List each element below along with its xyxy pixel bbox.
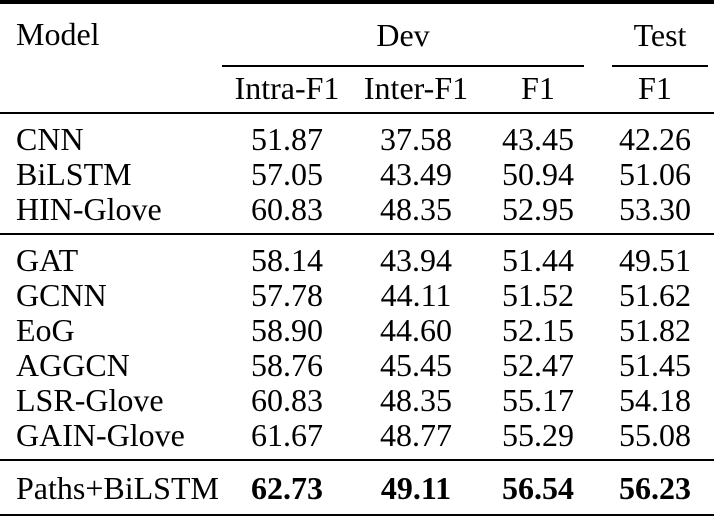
value-cell: 61.67 bbox=[251, 417, 323, 453]
value-cell: 51.45 bbox=[619, 347, 692, 383]
value-cell: 44.11 bbox=[380, 277, 452, 313]
table-row: LSR-Glove 60.83 48.35 55.17 54.18 bbox=[0, 383, 714, 418]
group-baseline-models: CNN 51.87 37.58 43.45 42.26 BiLSTM 57.05… bbox=[0, 113, 714, 234]
table-row: AGGCN 58.76 45.45 52.47 51.45 bbox=[0, 348, 714, 383]
value-cell: 44.60 bbox=[380, 312, 452, 348]
model-cell: AGGCN bbox=[16, 347, 130, 383]
value-cell: 55.08 bbox=[619, 417, 692, 453]
value-cell: 52.95 bbox=[502, 191, 574, 227]
table-row: Paths+BiLSTM 62.73 49.11 56.54 56.23 bbox=[0, 460, 714, 514]
model-cell: CNN bbox=[16, 121, 84, 157]
column-header-inter-f1: Inter-F1 bbox=[352, 67, 480, 114]
value-cell: 51.44 bbox=[502, 242, 574, 278]
value-cell: 48.77 bbox=[380, 417, 452, 453]
table-row: HIN-Glove 60.83 48.35 52.95 53.30 bbox=[0, 192, 714, 234]
value-cell: 49.51 bbox=[619, 242, 692, 278]
column-header-intra-f1: Intra-F1 bbox=[222, 67, 352, 114]
value-cell: 54.18 bbox=[619, 382, 692, 418]
value-cell: 43.45 bbox=[502, 121, 574, 157]
value-cell: 60.83 bbox=[251, 191, 323, 227]
value-cell: 52.15 bbox=[502, 312, 574, 348]
value-cell: 56.23 bbox=[619, 470, 692, 506]
value-cell: 51.06 bbox=[619, 156, 692, 192]
model-cell: LSR-Glove bbox=[16, 382, 164, 418]
model-cell: HIN-Glove bbox=[16, 191, 162, 227]
value-cell: 62.73 bbox=[251, 470, 323, 506]
value-cell: 51.82 bbox=[619, 312, 692, 348]
value-cell: 55.29 bbox=[502, 417, 574, 453]
value-cell: 43.94 bbox=[380, 242, 452, 278]
value-cell: 53.30 bbox=[619, 191, 692, 227]
value-cell: 50.94 bbox=[502, 156, 574, 192]
table-row: BiLSTM 57.05 43.49 50.94 51.06 bbox=[0, 157, 714, 192]
model-cell: Paths+BiLSTM bbox=[16, 470, 219, 506]
value-cell: 51.87 bbox=[251, 121, 323, 157]
value-cell: 60.83 bbox=[251, 382, 323, 418]
value-cell: 51.52 bbox=[502, 277, 574, 313]
model-cell: EoG bbox=[16, 312, 75, 348]
value-cell: 56.54 bbox=[502, 470, 574, 506]
test-group-label: Test bbox=[612, 16, 709, 67]
model-cell: BiLSTM bbox=[16, 156, 132, 192]
value-cell: 51.62 bbox=[619, 277, 692, 313]
value-cell: 37.58 bbox=[380, 121, 452, 157]
value-cell: 45.45 bbox=[380, 347, 452, 383]
table-row: GAT 58.14 43.94 51.44 49.51 bbox=[0, 234, 714, 278]
header-row-groups: Model Dev Test bbox=[0, 4, 714, 114]
value-cell: 58.90 bbox=[251, 312, 323, 348]
table-row: GCNN 57.78 44.11 51.52 51.62 bbox=[0, 278, 714, 313]
column-group-test: Test bbox=[596, 4, 714, 67]
column-header-test-f1: F1 bbox=[596, 67, 714, 114]
value-cell: 48.35 bbox=[380, 191, 452, 227]
group-graph-models: GAT 58.14 43.94 51.44 49.51 GCNN 57.78 4… bbox=[0, 234, 714, 460]
value-cell: 57.05 bbox=[251, 156, 323, 192]
value-cell: 48.35 bbox=[380, 382, 452, 418]
model-cell: GAIN-Glove bbox=[16, 417, 185, 453]
table-header: Model Dev Test Intra-F1 Inter-F1 F1 F1 bbox=[0, 4, 714, 114]
model-cell: GAT bbox=[16, 242, 79, 278]
dev-group-label: Dev bbox=[222, 16, 585, 67]
value-cell: 57.78 bbox=[251, 277, 323, 313]
value-cell: 58.14 bbox=[251, 242, 323, 278]
value-cell: 49.11 bbox=[380, 470, 452, 506]
header-row-metrics: Intra-F1 Inter-F1 F1 F1 bbox=[0, 67, 714, 114]
value-cell: 43.49 bbox=[380, 156, 452, 192]
column-header-dev-f1: F1 bbox=[480, 67, 597, 114]
column-group-dev: Dev bbox=[222, 4, 596, 67]
value-cell: 55.17 bbox=[502, 382, 574, 418]
model-cell: GCNN bbox=[16, 277, 107, 313]
table-row: CNN 51.87 37.58 43.45 42.26 bbox=[0, 113, 714, 157]
value-cell: 58.76 bbox=[251, 347, 323, 383]
table-row: GAIN-Glove 61.67 48.77 55.29 55.08 bbox=[0, 418, 714, 460]
column-header-model: Model bbox=[0, 4, 222, 114]
results-table: Model Dev Test Intra-F1 Inter-F1 F1 F1 bbox=[0, 4, 714, 514]
table-row: EoG 58.90 44.60 52.15 51.82 bbox=[0, 313, 714, 348]
value-cell: 52.47 bbox=[502, 347, 574, 383]
group-proposed-model: Paths+BiLSTM 62.73 49.11 56.54 56.23 bbox=[0, 460, 714, 514]
value-cell: 42.26 bbox=[619, 121, 692, 157]
